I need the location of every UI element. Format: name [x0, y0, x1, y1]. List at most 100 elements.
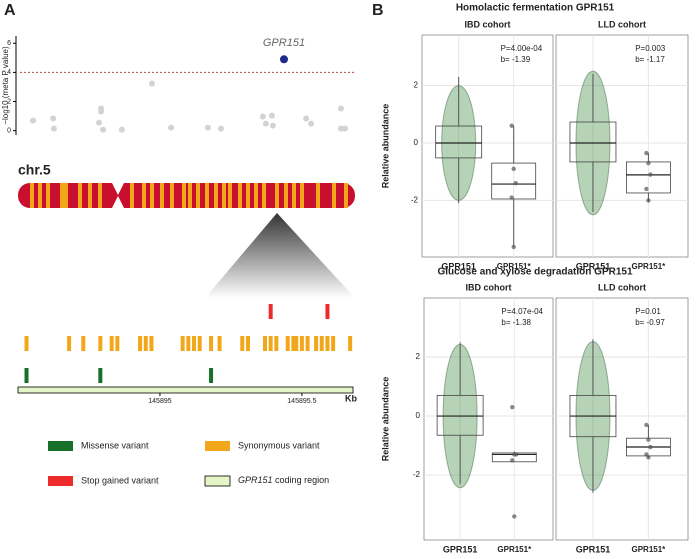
point	[644, 186, 649, 192]
x-tick-label: GPR151	[443, 544, 478, 554]
chromosome	[18, 183, 355, 298]
x-tick-label: GPR151*	[497, 262, 532, 271]
panel	[423, 297, 554, 541]
point	[341, 125, 348, 132]
band	[246, 183, 250, 208]
annotation: b= -1.17	[635, 55, 665, 64]
variant	[192, 336, 197, 351]
group-title: Glucose and xylose degradation GPR151	[437, 267, 633, 278]
variant	[314, 336, 319, 351]
band	[188, 183, 192, 208]
point	[646, 455, 651, 460]
band	[214, 183, 218, 208]
point	[303, 115, 310, 122]
variant	[348, 336, 353, 351]
x-tick-label: GPR151*	[632, 545, 667, 554]
band	[38, 183, 42, 208]
band	[160, 183, 164, 208]
variant	[24, 336, 29, 351]
y-tick-label: 2	[416, 352, 421, 361]
legend-text: coding region	[275, 475, 329, 485]
panel	[555, 34, 689, 258]
unit-label: Kb	[345, 393, 357, 403]
variant	[81, 336, 86, 351]
band	[46, 183, 50, 208]
band	[130, 183, 134, 208]
variant	[319, 336, 324, 351]
chromosome-label: chr.5	[18, 162, 51, 178]
variant	[274, 336, 279, 351]
box	[435, 125, 483, 159]
variant	[197, 336, 202, 351]
band	[205, 183, 209, 208]
y-tick-label: 0	[416, 411, 421, 420]
variant	[294, 336, 299, 351]
variant	[325, 336, 330, 351]
variant	[115, 336, 120, 351]
panel-title: IBD cohort	[466, 282, 512, 292]
y-tick-label: -2	[413, 470, 421, 479]
box	[569, 121, 617, 163]
variant	[98, 368, 103, 383]
band	[238, 183, 242, 208]
point	[509, 123, 514, 128]
point	[512, 514, 517, 519]
band	[300, 183, 304, 208]
point	[513, 180, 518, 186]
variant	[305, 336, 310, 351]
legend-swatch	[48, 476, 73, 486]
band	[98, 183, 102, 208]
point	[168, 124, 175, 131]
band	[150, 183, 154, 208]
panel-title: IBD cohort	[465, 19, 511, 29]
point	[259, 113, 266, 120]
variant	[149, 336, 154, 351]
variant	[262, 336, 267, 351]
point	[648, 444, 653, 450]
variant	[285, 336, 290, 351]
panel-label: A	[4, 2, 16, 19]
variant	[67, 336, 72, 351]
annotation: P=4.00e-04	[501, 44, 543, 53]
y-tick-label: 0	[414, 138, 419, 147]
panel-title: LLD cohort	[598, 282, 646, 292]
point	[268, 112, 275, 119]
point	[510, 458, 515, 463]
legend-swatch	[204, 475, 231, 487]
box	[491, 162, 537, 200]
band	[30, 183, 34, 208]
variant	[325, 304, 330, 319]
variant	[24, 368, 29, 383]
variant	[209, 336, 214, 351]
point	[118, 126, 125, 133]
point	[511, 244, 516, 250]
band	[142, 183, 146, 208]
band	[182, 183, 186, 208]
band	[64, 183, 68, 208]
panel	[555, 297, 689, 541]
point	[646, 160, 651, 166]
annotation: b= -0.97	[635, 318, 665, 327]
point	[509, 195, 514, 200]
band	[344, 183, 348, 208]
box	[436, 394, 484, 436]
x-tick-label: 145895.5	[287, 398, 316, 405]
band	[170, 183, 174, 208]
coding-region	[17, 386, 354, 394]
annotation: P=0.003	[635, 44, 666, 53]
y-tick-label: 2	[7, 98, 11, 105]
annotation: P=4.07e-04	[501, 307, 543, 316]
legend-label: GPR151 coding region	[238, 475, 329, 485]
point	[511, 166, 516, 172]
centromere	[112, 183, 124, 208]
variant	[240, 336, 245, 351]
band	[284, 183, 288, 208]
group-title: Homolactic fermentation GPR151	[456, 3, 615, 14]
x-tick-label: GPR151*	[497, 545, 532, 554]
variant	[143, 336, 148, 351]
band	[292, 183, 296, 208]
y-tick-label: 6	[7, 40, 11, 47]
x-tick-label: GPR151	[441, 261, 476, 271]
